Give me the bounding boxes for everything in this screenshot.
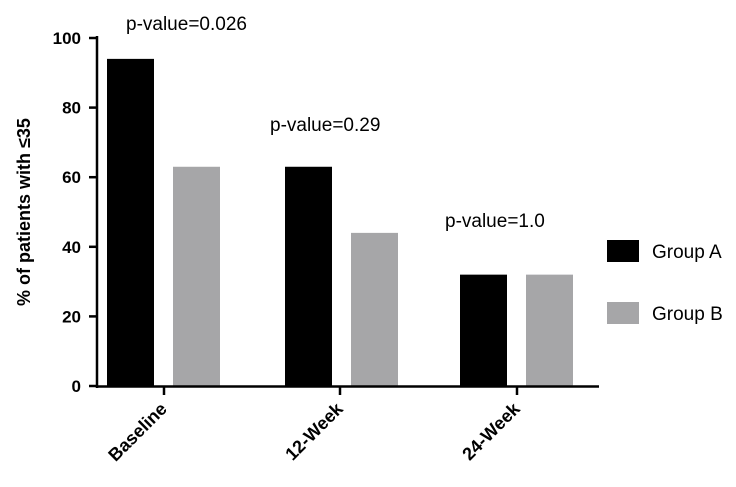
y-tick-label: 40 xyxy=(62,238,81,257)
bar-group-b-baseline xyxy=(173,166,220,386)
annotations: p-value=0.026 p-value=0.29 p-value=1.0 xyxy=(126,14,545,232)
bar-group-b-12-week xyxy=(351,232,398,386)
legend-swatch-group-b xyxy=(607,302,639,324)
bar-group-a-baseline xyxy=(107,58,154,386)
legend-label: Group B xyxy=(652,304,723,325)
p-value-annotation: p-value=0.026 xyxy=(126,14,247,35)
legend: Group A Group B xyxy=(607,240,723,325)
bars-group xyxy=(107,58,573,386)
bar-group-b-24-week xyxy=(526,274,573,386)
bar-group-a-24-week xyxy=(460,274,507,386)
bar-group-a-12-week xyxy=(285,166,332,386)
x-category-label: 12-Week xyxy=(281,398,347,464)
legend-swatch-group-a xyxy=(607,240,639,262)
y-axis-title: % of patients with ≤35 xyxy=(14,118,34,306)
y-tick-label: 80 xyxy=(62,99,81,118)
p-value-annotation: p-value=1.0 xyxy=(445,211,545,232)
y-tick-label: 60 xyxy=(62,168,81,187)
y-tick-label: 100 xyxy=(53,29,81,48)
y-tick-label: 20 xyxy=(62,307,81,326)
y-tick-label: 0 xyxy=(72,377,81,396)
legend-label: Group A xyxy=(652,242,722,263)
y-ticks: 0 20 40 60 80 100 xyxy=(53,29,97,396)
x-category-label: Baseline xyxy=(104,399,171,466)
x-ticks: Baseline 12-Week 24-Week xyxy=(104,386,525,466)
p-value-annotation: p-value=0.29 xyxy=(270,115,380,136)
x-category-label: 24-Week xyxy=(458,398,524,464)
